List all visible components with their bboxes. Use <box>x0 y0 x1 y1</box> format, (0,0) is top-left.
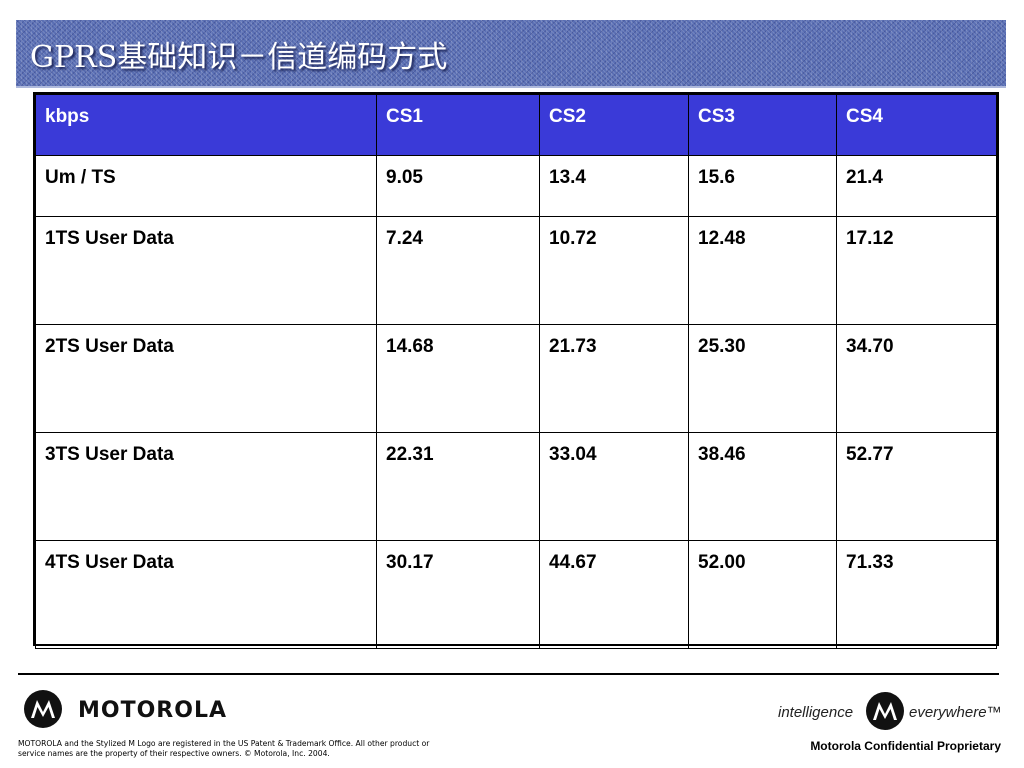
table-cell: 10.72 <box>539 216 689 325</box>
table-cell: 30.17 <box>376 540 540 649</box>
table-cell: 71.33 <box>836 540 997 649</box>
table-row: 2TS User Data 14.68 21.73 25.30 34.70 <box>35 324 997 433</box>
table-cell: 21.73 <box>539 324 689 433</box>
header-cell: CS4 <box>836 94 997 156</box>
header-cell: CS2 <box>539 94 689 156</box>
tagline-left: intelligence <box>778 704 854 721</box>
row-label: 1TS User Data <box>35 216 377 325</box>
title-banner: GPRS基础知识－信道编码方式 <box>16 20 1006 88</box>
table-cell: 14.68 <box>376 324 540 433</box>
footer-divider <box>18 673 999 675</box>
row-label: Um / TS <box>35 155 377 217</box>
header-cell: CS3 <box>688 94 837 156</box>
table-cell: 22.31 <box>376 432 540 541</box>
legal-notice: MOTOROLA and the Stylized M Logo are reg… <box>18 739 430 758</box>
motorola-batwing-icon <box>866 692 904 730</box>
table-cell: 17.12 <box>836 216 997 325</box>
table-cell: 38.46 <box>688 432 837 541</box>
brand-wordmark: MOTOROLA <box>78 698 227 723</box>
table-cell: 25.30 <box>688 324 837 433</box>
row-label: 4TS User Data <box>35 540 377 649</box>
row-label: 2TS User Data <box>35 324 377 433</box>
table-cell: 15.6 <box>688 155 837 217</box>
table-cell: 34.70 <box>836 324 997 433</box>
table-cell: 7.24 <box>376 216 540 325</box>
confidential-label: Motorola Confidential Proprietary <box>810 739 1001 753</box>
header-cell: CS1 <box>376 94 540 156</box>
header-cell: kbps <box>35 94 377 156</box>
table-row: 1TS User Data 7.24 10.72 12.48 17.12 <box>35 216 997 325</box>
slide-title: GPRS基础知识－信道编码方式 <box>30 40 448 75</box>
table-cell: 33.04 <box>539 432 689 541</box>
table-row: 3TS User Data 22.31 33.04 38.46 52.77 <box>35 432 997 541</box>
coding-scheme-table: kbps CS1 CS2 CS3 CS4 Um / TS 9.05 13.4 1… <box>33 92 999 649</box>
table-cell: 9.05 <box>376 155 540 217</box>
table-header-row: kbps CS1 CS2 CS3 CS4 <box>35 94 997 156</box>
tagline-right: everywhere™ <box>909 704 1002 721</box>
table-cell: 44.67 <box>539 540 689 649</box>
row-label: 3TS User Data <box>35 432 377 541</box>
table-cell: 52.00 <box>688 540 837 649</box>
table-cell: 12.48 <box>688 216 837 325</box>
table-cell: 21.4 <box>836 155 997 217</box>
table-cell: 13.4 <box>539 155 689 217</box>
table-row: 4TS User Data 30.17 44.67 52.00 71.33 <box>35 540 997 649</box>
table-row: Um / TS 9.05 13.4 15.6 21.4 <box>35 155 997 217</box>
motorola-logo-icon <box>24 690 62 728</box>
table-cell: 52.77 <box>836 432 997 541</box>
